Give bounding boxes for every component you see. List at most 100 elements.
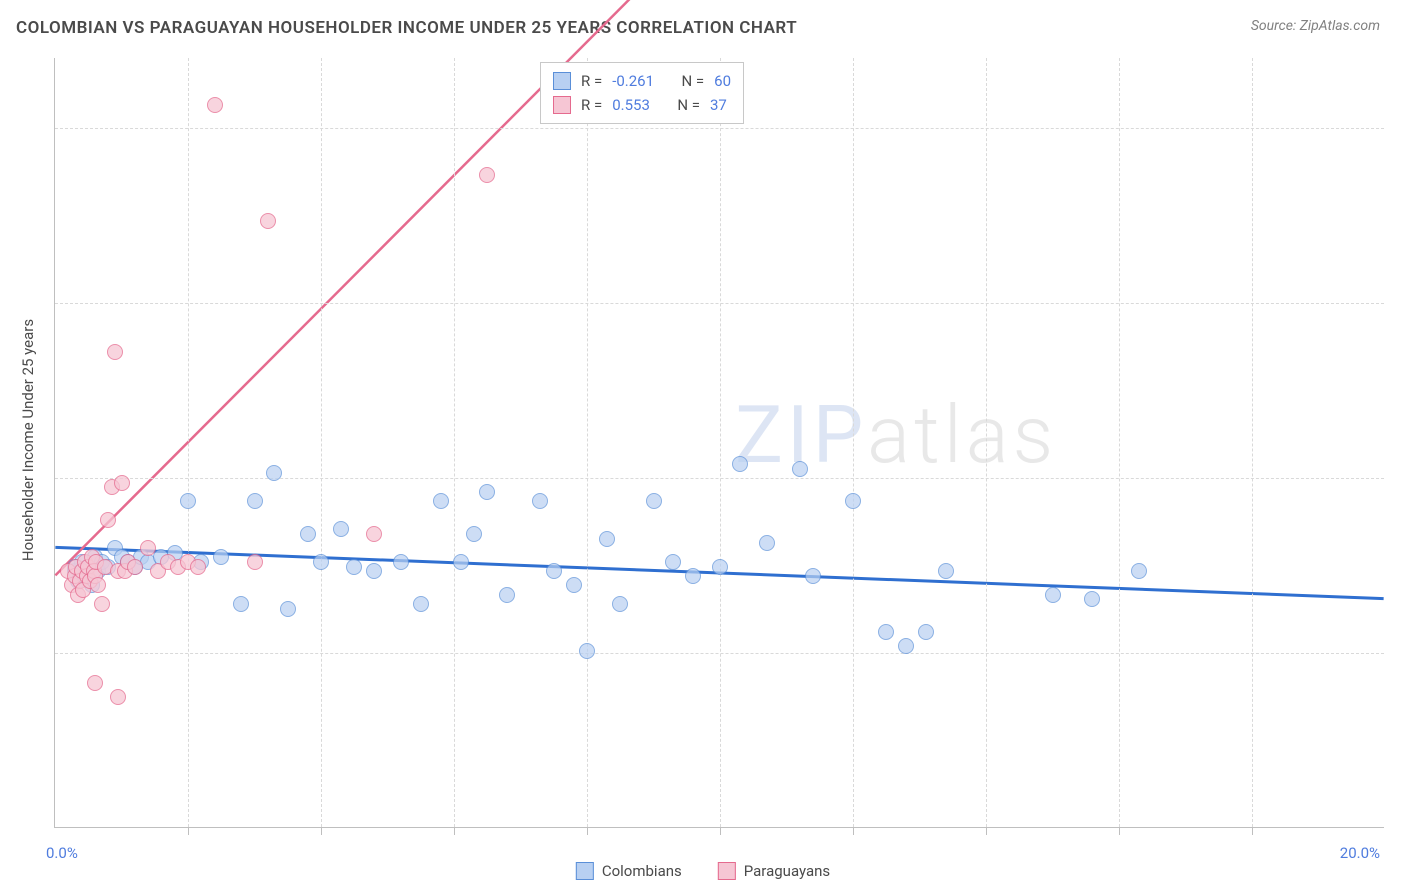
- grid-line-vertical: [853, 58, 854, 827]
- stats-r-value: 0.553: [612, 93, 650, 117]
- legend-swatch: [576, 862, 594, 880]
- scatter-point: [665, 554, 681, 570]
- scatter-point: [1084, 591, 1100, 607]
- x-tick: [587, 827, 588, 835]
- x-axis-right-label: 20.0%: [1340, 844, 1380, 862]
- scatter-point: [805, 568, 821, 584]
- grid-line-vertical: [720, 58, 721, 827]
- scatter-point: [266, 465, 282, 481]
- scatter-point: [180, 493, 196, 509]
- scatter-point: [213, 549, 229, 565]
- x-tick: [454, 827, 455, 835]
- scatter-point: [233, 596, 249, 612]
- x-tick: [188, 827, 189, 835]
- scatter-point: [366, 563, 382, 579]
- scatter-point: [90, 577, 106, 593]
- scatter-point: [466, 526, 482, 542]
- scatter-point: [87, 675, 103, 691]
- scatter-point: [1131, 563, 1147, 579]
- scatter-point: [918, 624, 934, 640]
- chart-title: COLOMBIAN VS PARAGUAYAN HOUSEHOLDER INCO…: [16, 18, 797, 38]
- legend-swatch: [718, 862, 736, 880]
- scatter-point: [612, 596, 628, 612]
- y-tick-label: $37,500: [1394, 644, 1406, 662]
- scatter-point: [532, 493, 548, 509]
- scatter-point: [499, 587, 515, 603]
- scatter-point: [190, 559, 206, 575]
- scatter-point: [453, 554, 469, 570]
- scatter-point: [898, 638, 914, 654]
- grid-line-vertical: [321, 58, 322, 827]
- stats-n-value: 60: [714, 69, 731, 93]
- scatter-point: [114, 475, 130, 491]
- scatter-point: [346, 559, 362, 575]
- stats-box: R =-0.261 N =60R =0.553 N =37: [540, 62, 744, 124]
- legend-item: Colombians: [576, 862, 682, 880]
- scatter-point: [732, 456, 748, 472]
- scatter-point: [792, 461, 808, 477]
- scatter-point: [313, 554, 329, 570]
- scatter-point: [247, 554, 263, 570]
- scatter-point: [127, 559, 143, 575]
- scatter-point: [247, 493, 263, 509]
- stats-row: R = 0.553 N = 37: [553, 93, 731, 117]
- stats-swatch: [553, 96, 571, 114]
- grid-line-vertical: [454, 58, 455, 827]
- y-tick-label: $150,000: [1394, 119, 1406, 137]
- x-tick: [321, 827, 322, 835]
- scatter-point: [1045, 587, 1061, 603]
- scatter-point: [479, 167, 495, 183]
- scatter-point: [646, 493, 662, 509]
- grid-line-vertical: [1252, 58, 1253, 827]
- grid-line-vertical: [986, 58, 987, 827]
- legend-bottom: Colombians Paraguayans: [576, 862, 830, 880]
- chart-plot-area: ZIPatlas $37,500$75,000$112,500$150,000: [54, 58, 1384, 828]
- stats-row: R =-0.261 N =60: [553, 69, 731, 93]
- scatter-point: [100, 512, 116, 528]
- scatter-point: [546, 563, 562, 579]
- scatter-point: [433, 493, 449, 509]
- legend-label: Colombians: [602, 862, 682, 880]
- grid-line-vertical: [188, 58, 189, 827]
- scatter-point: [300, 526, 316, 542]
- scatter-point: [140, 540, 156, 556]
- x-tick: [853, 827, 854, 835]
- scatter-point: [938, 563, 954, 579]
- scatter-point: [333, 521, 349, 537]
- scatter-point: [845, 493, 861, 509]
- x-tick: [1119, 827, 1120, 835]
- x-tick: [986, 827, 987, 835]
- stats-n-value: 37: [710, 93, 727, 117]
- scatter-point: [759, 535, 775, 551]
- source-label: Source: ZipAtlas.com: [1251, 18, 1380, 34]
- legend-label: Paraguayans: [744, 862, 830, 880]
- scatter-point: [207, 97, 223, 113]
- scatter-point: [479, 484, 495, 500]
- grid-line-vertical: [587, 58, 588, 827]
- x-tick: [720, 827, 721, 835]
- scatter-point: [393, 554, 409, 570]
- scatter-point: [110, 689, 126, 705]
- stats-n-label: N =: [681, 69, 704, 93]
- stats-r-label: R =: [581, 93, 602, 117]
- scatter-point: [94, 596, 110, 612]
- scatter-point: [566, 577, 582, 593]
- scatter-point: [579, 643, 595, 659]
- grid-line-vertical: [1119, 58, 1120, 827]
- scatter-point: [107, 344, 123, 360]
- scatter-point: [685, 568, 701, 584]
- scatter-point: [366, 526, 382, 542]
- stats-swatch: [553, 72, 571, 90]
- x-tick: [1252, 827, 1253, 835]
- y-axis-title: Householder Income Under 25 years: [19, 319, 37, 561]
- legend-item: Paraguayans: [718, 862, 830, 880]
- x-axis-left-label: 0.0%: [46, 844, 78, 862]
- y-tick-label: $75,000: [1394, 469, 1406, 487]
- scatter-point: [712, 559, 728, 575]
- stats-r-label: R =: [581, 69, 602, 93]
- scatter-point: [599, 531, 615, 547]
- scatter-point: [878, 624, 894, 640]
- scatter-point: [280, 601, 296, 617]
- y-tick-label: $112,500: [1394, 294, 1406, 312]
- stats-n-label: N =: [677, 93, 700, 117]
